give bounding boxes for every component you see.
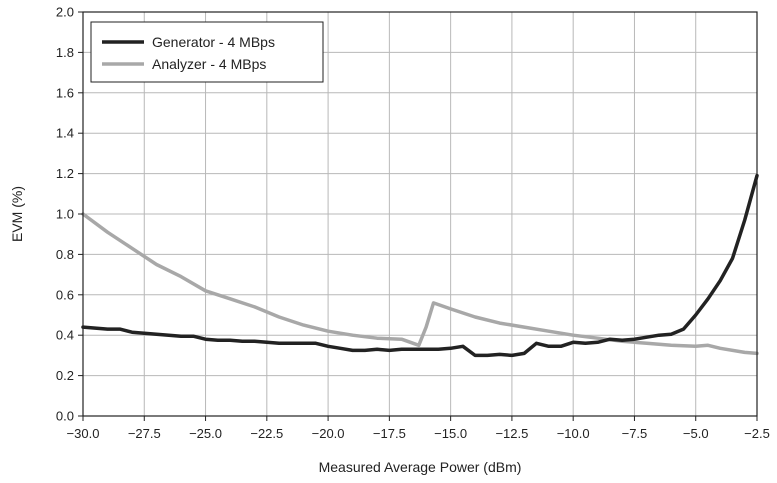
y-tick-label: 2.0 <box>56 5 74 20</box>
legend-label-analyzer: Analyzer - 4 MBps <box>152 56 266 72</box>
y-tick-label: 1.2 <box>56 166 74 181</box>
y-axis-label: EVM (%) <box>9 186 25 242</box>
x-tick-label: −10.0 <box>557 426 590 441</box>
x-tick-label: −2.5 <box>744 426 770 441</box>
legend: Generator - 4 MBps Analyzer - 4 MBps <box>90 21 324 83</box>
y-tick-label: 0.6 <box>56 287 74 302</box>
x-tick-label: −5.0 <box>683 426 709 441</box>
x-tick-label: −30.0 <box>67 426 100 441</box>
x-tick-label: −15.0 <box>434 426 467 441</box>
legend-label-generator: Generator - 4 MBps <box>152 34 275 50</box>
y-tick-label: 0.2 <box>56 368 74 383</box>
x-tick-label: −20.0 <box>312 426 345 441</box>
tick-layer: −30.0 −27.5 −25.0 −22.5 −20.0 −17.5 −15.0 −12.5… <box>56 5 770 442</box>
y-tick-label: 1.6 <box>56 85 74 100</box>
series-line-analyzer <box>81 212 759 356</box>
y-tick-label: 1.0 <box>56 207 74 222</box>
x-tick-label: −7.5 <box>622 426 648 441</box>
x-tick-label: −12.5 <box>495 426 528 441</box>
series-line-generator <box>81 173 759 358</box>
y-tick-label: 1.4 <box>56 126 74 141</box>
y-tick-label: 0.0 <box>56 409 74 424</box>
x-tick-label: −25.0 <box>189 426 222 441</box>
legend-box <box>90 21 324 83</box>
x-tick-label: −17.5 <box>373 426 406 441</box>
y-tick-label: 1.8 <box>56 45 74 60</box>
x-tick-label: −27.5 <box>128 426 161 441</box>
series-layer <box>81 173 759 358</box>
y-tick-label: 0.4 <box>56 328 74 343</box>
y-tick-label: 0.8 <box>56 247 74 262</box>
x-tick-label: −22.5 <box>250 426 283 441</box>
x-axis-label: Measured Average Power (dBm) <box>319 459 522 475</box>
